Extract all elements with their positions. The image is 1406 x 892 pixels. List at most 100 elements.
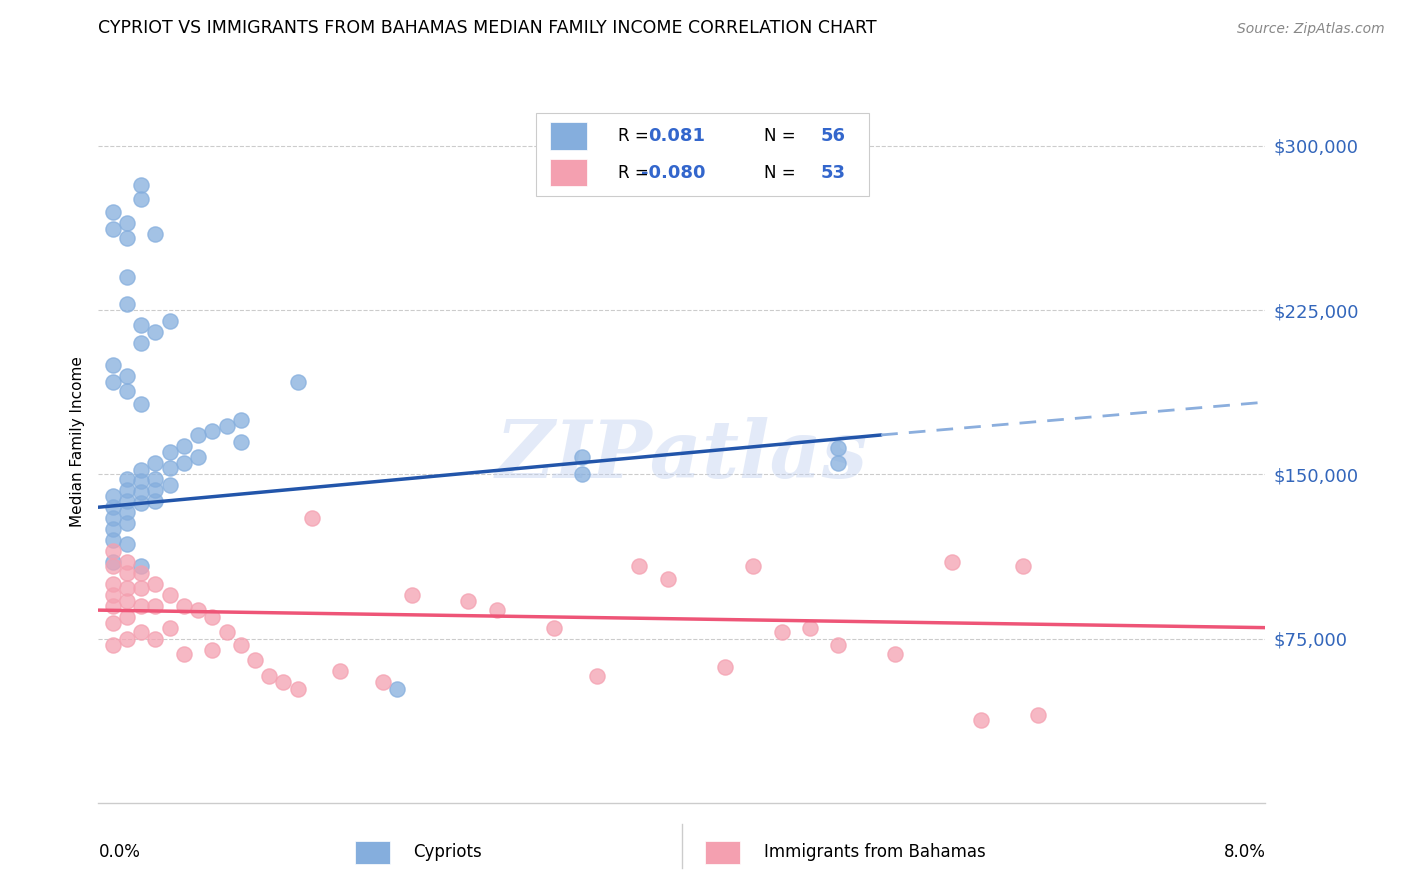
Bar	[356, 841, 391, 864]
Point	[129, 192, 152, 206]
Point	[101, 489, 124, 503]
Bar	[550, 159, 588, 186]
Point	[115, 632, 138, 646]
Point	[329, 665, 352, 679]
Point	[115, 483, 138, 497]
Point	[287, 681, 309, 696]
Point	[129, 336, 152, 351]
Text: N =: N =	[763, 127, 796, 145]
Point	[187, 603, 209, 617]
Point	[159, 445, 181, 459]
Point	[770, 625, 793, 640]
Point	[101, 588, 124, 602]
Point	[485, 603, 508, 617]
Point	[129, 581, 152, 595]
Point	[101, 222, 124, 236]
Point	[129, 496, 152, 510]
Point	[129, 599, 152, 613]
Point	[115, 368, 138, 383]
Point	[713, 660, 735, 674]
Point	[101, 577, 124, 591]
Point	[129, 559, 152, 574]
Point	[187, 428, 209, 442]
Point	[115, 537, 138, 551]
Point	[129, 463, 152, 477]
Point	[229, 412, 252, 426]
Point	[101, 559, 124, 574]
Point	[941, 555, 963, 569]
Text: Cypriots: Cypriots	[413, 843, 482, 861]
Point	[129, 178, 152, 193]
Point	[827, 441, 849, 455]
Point	[143, 599, 166, 613]
Point	[571, 467, 593, 482]
Point	[457, 594, 479, 608]
Point	[884, 647, 907, 661]
Point	[273, 675, 295, 690]
Point	[970, 713, 993, 727]
Point	[143, 483, 166, 497]
Text: R =: R =	[617, 163, 648, 182]
Text: 8.0%: 8.0%	[1223, 843, 1265, 861]
Point	[115, 231, 138, 245]
Point	[571, 450, 593, 464]
Point	[215, 419, 238, 434]
Point	[115, 566, 138, 580]
Text: N =: N =	[763, 163, 796, 182]
Point	[115, 270, 138, 285]
Point	[173, 599, 195, 613]
Point	[215, 625, 238, 640]
Point	[159, 314, 181, 328]
Point	[173, 439, 195, 453]
Point	[159, 478, 181, 492]
Y-axis label: Median Family Income: Median Family Income	[69, 356, 84, 527]
Text: R =: R =	[617, 127, 648, 145]
Text: 0.0%: 0.0%	[98, 843, 141, 861]
Point	[301, 511, 323, 525]
Point	[799, 621, 821, 635]
Text: Immigrants from Bahamas: Immigrants from Bahamas	[763, 843, 986, 861]
Point	[543, 621, 565, 635]
Text: 56: 56	[820, 127, 845, 145]
Point	[243, 653, 266, 667]
Point	[129, 625, 152, 640]
Point	[143, 632, 166, 646]
Bar	[550, 122, 588, 150]
Point	[129, 318, 152, 333]
Point	[101, 376, 124, 390]
Point	[129, 484, 152, 499]
Point	[115, 296, 138, 310]
Point	[229, 638, 252, 652]
Point	[401, 588, 423, 602]
Point	[1012, 559, 1035, 574]
Point	[115, 472, 138, 486]
Point	[173, 457, 195, 471]
Text: 0.081: 0.081	[648, 127, 706, 145]
Point	[115, 493, 138, 508]
Point	[827, 638, 849, 652]
Bar	[536, 112, 869, 196]
Point	[129, 566, 152, 580]
Point	[101, 533, 124, 547]
Point	[115, 609, 138, 624]
Point	[742, 559, 765, 574]
Text: Source: ZipAtlas.com: Source: ZipAtlas.com	[1237, 22, 1385, 37]
Point	[287, 376, 309, 390]
Point	[143, 577, 166, 591]
Point	[115, 216, 138, 230]
Point	[101, 638, 124, 652]
Point	[115, 594, 138, 608]
Point	[143, 325, 166, 339]
Point	[101, 522, 124, 536]
Bar	[706, 841, 741, 864]
Point	[657, 573, 679, 587]
Point	[101, 599, 124, 613]
Point	[101, 544, 124, 558]
Text: 53: 53	[820, 163, 845, 182]
Text: CYPRIOT VS IMMIGRANTS FROM BAHAMAS MEDIAN FAMILY INCOME CORRELATION CHART: CYPRIOT VS IMMIGRANTS FROM BAHAMAS MEDIA…	[98, 19, 877, 37]
Point	[371, 675, 394, 690]
Point	[159, 460, 181, 475]
Point	[1026, 708, 1049, 723]
Point	[173, 647, 195, 661]
Point	[387, 681, 409, 696]
